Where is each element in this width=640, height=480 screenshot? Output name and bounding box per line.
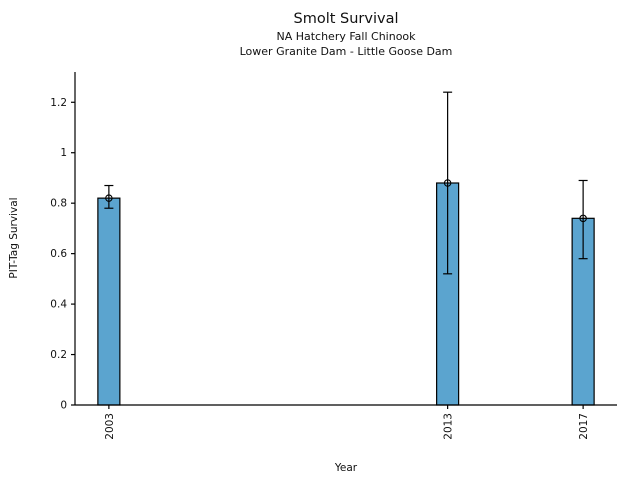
x-tick-label: 2017 — [578, 413, 590, 440]
y-tick-label: 0.4 — [50, 299, 67, 311]
bar-2003 — [97, 197, 121, 406]
y-tick-label: 0 — [60, 400, 67, 412]
y-tick-label: 0.8 — [50, 198, 67, 210]
data-point-marker — [443, 179, 452, 187]
y-tick-label: 1 — [60, 147, 67, 159]
x-tick-label: 2003 — [104, 413, 116, 440]
x-axis-label: Year — [334, 462, 358, 474]
data-point-marker — [579, 214, 587, 223]
chart-subtitle-line2: Lower Granite Dam - Little Goose Dam — [239, 45, 453, 58]
x-tick-label: 2013 — [443, 413, 455, 440]
data-point-marker — [105, 194, 113, 202]
chart-title: Smolt Survival — [293, 11, 399, 27]
chart-subtitle-line1: NA Hatchery Fall Chinook — [276, 30, 416, 43]
title-block: Smolt Survival NA Hatchery Fall Chinook … — [240, 10, 453, 59]
y-tick-label: 0.2 — [50, 349, 67, 361]
y-tick-label: 0.6 — [50, 248, 67, 260]
y-tick-label: 1.2 — [50, 97, 67, 109]
